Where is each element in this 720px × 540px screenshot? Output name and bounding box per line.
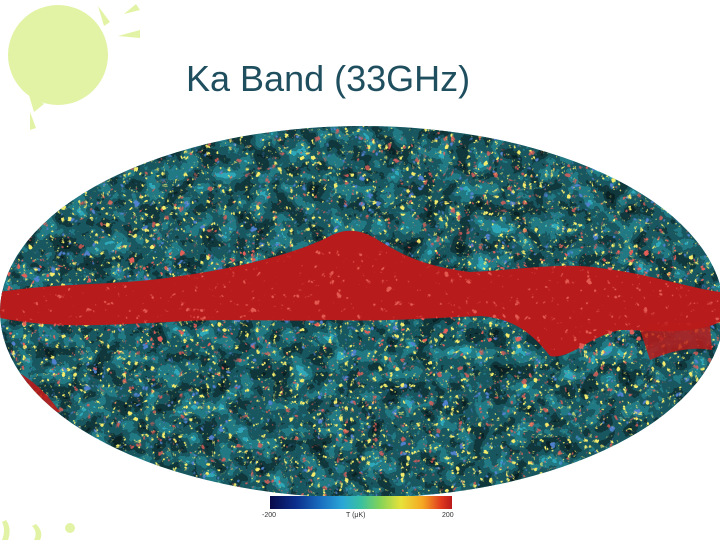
temperature-colorbar: [270, 496, 452, 509]
colorbar-min-label: -200: [262, 512, 277, 519]
slide-title: Ka Band (33GHz): [186, 58, 471, 99]
decorative-dots-icon: [2, 520, 75, 540]
decorative-sun-icon: [8, 4, 140, 130]
colorbar-max-label: 200: [442, 512, 454, 519]
sky-map-ellipse: [0, 126, 720, 498]
colorbar-unit-label: T (μK): [346, 512, 366, 519]
